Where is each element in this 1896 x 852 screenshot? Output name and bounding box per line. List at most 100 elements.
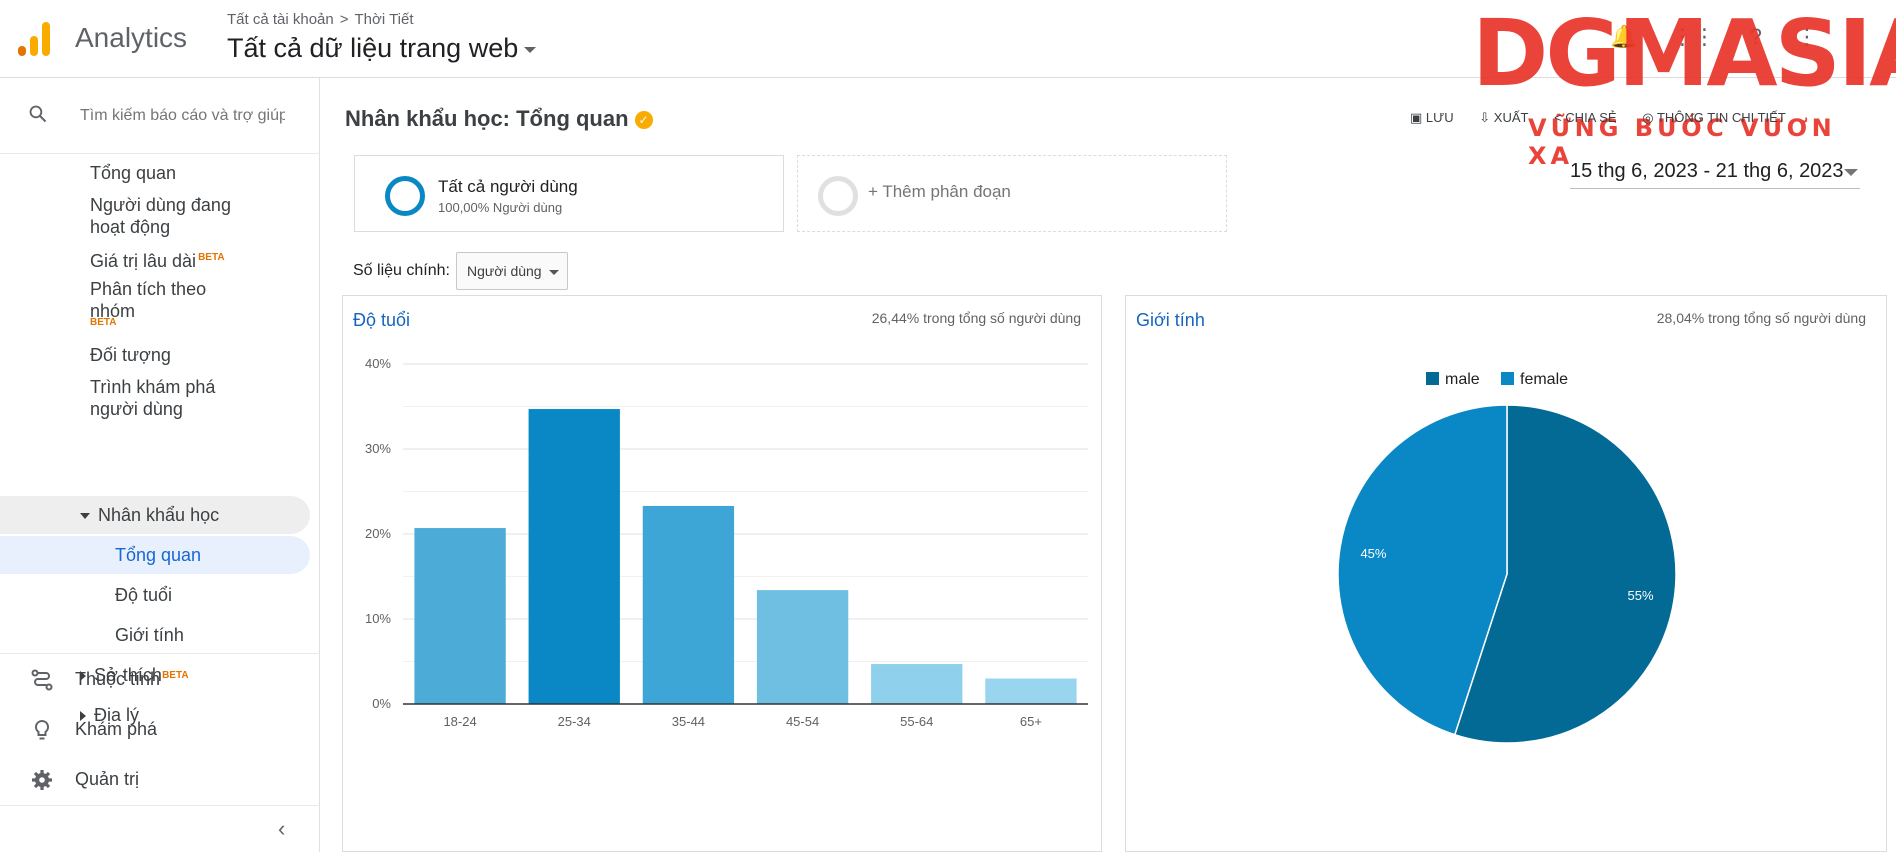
bar-35-44 — [642, 505, 735, 704]
main-content: Nhân khẩu học: Tổng quan ✓ ▣ LƯU ⇩ XUẤT <… — [330, 78, 1896, 852]
collapse-arrow-icon — [80, 671, 86, 682]
legend-label: male — [1445, 371, 1480, 388]
save-button[interactable]: ▣ LƯU — [1410, 110, 1454, 125]
x-tick-label: 55-64 — [900, 714, 933, 729]
sidebar-item-demographics-bg — [0, 496, 310, 534]
gender-pie-chart: male female 55% 45% — [1337, 371, 1677, 744]
attribution-icon — [31, 669, 53, 691]
more-vert-icon[interactable]: ⋮ — [1796, 24, 1819, 49]
notification-bell-icon[interactable]: 🔔 — [1610, 24, 1638, 49]
age-card-title[interactable]: Độ tuổi — [353, 310, 411, 330]
x-tick-label: 65+ — [1020, 714, 1042, 729]
sidebar-item-discover[interactable]: Khám phá — [0, 705, 320, 755]
page-title-text: Nhân khẩu học: Tổng quan — [345, 106, 629, 131]
gear-icon — [32, 770, 52, 790]
sidebar-item-label: Thuộc tính BETA — [75, 669, 189, 689]
report-nav: Tổng quan Người dùng đang hoạt động Giá … — [0, 154, 320, 731]
sidebar-item-label: Khám phá — [75, 719, 158, 739]
bar-45-54 — [756, 590, 849, 704]
sidebar-item-demo-overview[interactable]: Tổng quan — [115, 545, 202, 565]
sidebar-item-lifetime-value[interactable]: Giá trị lâu dài BETA — [90, 247, 225, 272]
sidebar-item-demographics[interactable]: Nhân khẩu học — [80, 504, 219, 526]
y-tick-label: 30% — [365, 441, 391, 456]
sidebar-item-admin[interactable]: Quản trị — [0, 755, 320, 805]
age-card: Độ tuổi 26,44% trong tổng số người dùng … — [342, 295, 1102, 852]
apps-grid-icon[interactable]: ⋮⋮ — [1671, 24, 1716, 49]
beta-badge: BETA — [198, 252, 225, 263]
search-input[interactable] — [80, 102, 285, 130]
x-tick-label: 45-54 — [786, 714, 819, 729]
legend-swatch — [1426, 372, 1439, 385]
sidebar-item-label: Nhân khẩu học — [98, 505, 220, 525]
collapse-sidebar-icon[interactable]: ‹ — [278, 816, 286, 841]
legend-swatch — [1501, 372, 1514, 385]
bar-25-34 — [528, 409, 620, 704]
chevron-down-icon — [524, 46, 537, 53]
lightbulb-icon — [34, 719, 50, 740]
breadcrumb-separator: > — [339, 11, 349, 28]
export-button[interactable]: ⇩ XUẤT — [1479, 110, 1529, 125]
sidebar-item-cohort[interactable]: Phân tích theo nhóm — [90, 279, 207, 321]
top-bar: Analytics Tất cả tài khoản > Thời Tiết Tất… — [0, 0, 1896, 78]
breadcrumb-account[interactable]: Tất cả tài khoản — [227, 11, 334, 28]
y-tick-label: 40% — [365, 356, 391, 371]
segment-circle-icon — [385, 176, 425, 216]
age-card-note: 26,44% trong tổng số người dùng — [871, 310, 1081, 326]
expand-arrow-icon — [80, 513, 90, 520]
insights-button[interactable]: ◎ THÔNG TIN CHI TIẾT — [1642, 110, 1786, 125]
bar-18-24 — [414, 528, 506, 704]
y-tick-label: 0% — [372, 696, 391, 711]
segment-placeholder-icon — [818, 176, 858, 216]
metric-dropdown[interactable]: Người dùng — [456, 252, 568, 290]
gender-card-title[interactable]: Giới tính — [1136, 310, 1205, 330]
date-range-picker[interactable]: 15 thg 6, 2023 - 21 thg 6, 2023 — [1570, 160, 1860, 189]
sidebar-item-user-explorer[interactable]: Trình khám phá người dùng — [90, 377, 216, 419]
view-name: Tất cả dữ liệu trang web — [227, 33, 519, 63]
date-range-text: 15 thg 6, 2023 - 21 thg 6, 2023 — [1570, 160, 1844, 182]
segment-subtitle: 100,00% Người dùng — [438, 200, 563, 215]
metric-label: Số liệu chính: — [353, 262, 450, 279]
top-icons: 🔔 ⋮⋮ ? ⋮ — [1610, 24, 1846, 50]
segment-all-users[interactable]: Tất cả người dùng 100,00% Người dùng — [354, 155, 784, 232]
age-bar-chart: 0% 10% 20% 30% 40% 18-24 25-34 35-44 45-54 55-64 6… — [365, 356, 1088, 729]
sidebar-item-geo[interactable]: Địa lý — [80, 704, 139, 726]
add-segment-button[interactable]: + Thêm phân đoạn — [797, 155, 1227, 232]
sidebar-item-attribution[interactable]: Thuộc tính BETA — [0, 655, 320, 705]
chevron-down-icon — [549, 270, 559, 275]
sidebar-item-label: Giá trị lâu dài — [90, 251, 197, 271]
y-tick-label: 10% — [365, 611, 391, 626]
verified-check-icon: ✓ — [634, 111, 653, 130]
help-icon[interactable]: ? — [1749, 24, 1762, 49]
segment-name: Tất cả người dùng — [438, 177, 578, 196]
sidebar-item-label: Sở thích — [94, 665, 162, 685]
report-actions: ▣ LƯU ⇩ XUẤT < CHIA SẺ ◎ THÔNG TIN CHI T… — [1410, 110, 1808, 126]
gender-card-note: 28,04% trong tổng số người dùng — [1656, 310, 1866, 326]
app-name: Analytics — [75, 22, 188, 53]
x-tick-label: 25-34 — [558, 714, 591, 729]
pie-slice-female — [1337, 404, 1508, 736]
sidebar-item-audiences[interactable]: Đối tượng — [90, 345, 171, 365]
sidebar-item-overview[interactable]: Tổng quan — [90, 163, 177, 183]
bar-65+ — [985, 678, 1077, 704]
divider — [0, 805, 320, 806]
sidebar-item-demo-gender[interactable]: Giới tính — [115, 625, 184, 645]
page-title: Nhân khẩu học: Tổng quan ✓ — [345, 106, 653, 132]
sidebar-item-active-users[interactable]: Người dùng đang hoạt động — [90, 195, 231, 237]
sidebar-item-interests[interactable]: Sở thích — [80, 664, 162, 686]
view-selector[interactable]: Tất cả dữ liệu trang web — [227, 33, 537, 64]
breadcrumb-property[interactable]: Thời Tiết — [354, 11, 414, 28]
bottom-nav: Thuộc tính BETA Khám phá Quản trị — [0, 78, 320, 852]
sidebar: Tổng quan Người dùng đang hoạt động Giá … — [0, 78, 320, 852]
legend-label: female — [1520, 371, 1568, 388]
beta-badge: BETA — [90, 317, 117, 328]
analytics-logo-icon[interactable] — [18, 20, 52, 56]
gender-card: Giới tính 28,04% trong tổng số người dùn… — [1125, 295, 1887, 852]
share-button[interactable]: < CHIA SẺ — [1554, 110, 1617, 125]
sidebar-item-demo-age[interactable]: Độ tuổi — [115, 585, 173, 605]
search-bar — [0, 78, 320, 154]
sidebar-item-demo-overview-bg — [0, 536, 310, 574]
search-icon[interactable] — [28, 104, 48, 124]
breadcrumb: Tất cả tài khoản > Thời Tiết — [227, 11, 414, 28]
x-tick-label: 35-44 — [672, 714, 705, 729]
add-segment-label: + Thêm phân đoạn — [868, 182, 1011, 201]
